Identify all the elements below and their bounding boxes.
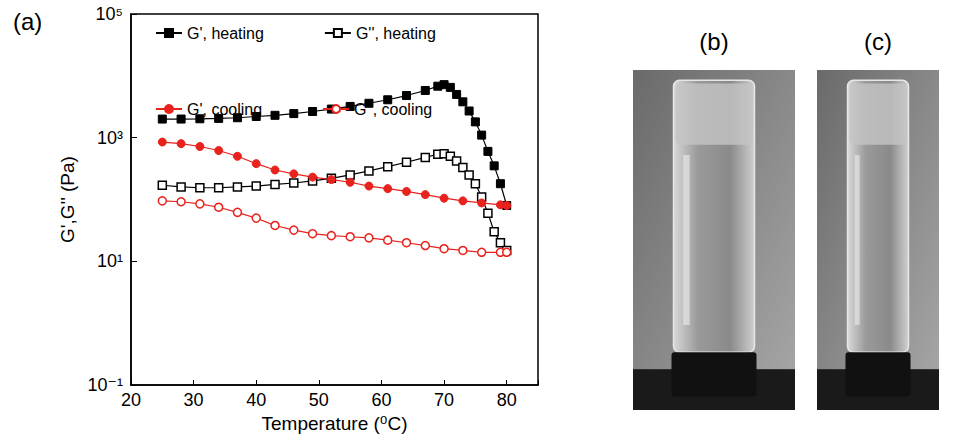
svg-text:G'', heating: G'', heating <box>356 25 436 42</box>
html-text:(b): (b) <box>699 28 729 55</box>
svg-text:10¹: 10¹ <box>97 251 123 271</box>
svg-text:60: 60 <box>371 390 391 410</box>
svg-text:50: 50 <box>309 390 329 410</box>
svg-text:(a): (a) <box>13 8 42 35</box>
html-text:(c): (c) <box>864 28 892 55</box>
svg-text:70: 70 <box>434 390 454 410</box>
svg-text:20: 20 <box>121 390 141 410</box>
svg-text:40: 40 <box>246 390 266 410</box>
svg-text:10⁻¹: 10⁻¹ <box>87 375 123 395</box>
svg-text:30: 30 <box>184 390 204 410</box>
svg-text:10⁵: 10⁵ <box>96 4 123 24</box>
svg-text:10³: 10³ <box>97 128 123 148</box>
svg-text:G', heating: G', heating <box>187 25 264 42</box>
svg-text:G'', cooling: G'', cooling <box>354 101 432 118</box>
svg-text:80: 80 <box>497 390 517 410</box>
svg-text:G', cooling: G', cooling <box>187 101 262 118</box>
svg-text:G',G'' (Pa): G',G'' (Pa) <box>57 156 78 243</box>
svg-text:Temperature (⁰C): Temperature (⁰C) <box>262 413 408 434</box>
